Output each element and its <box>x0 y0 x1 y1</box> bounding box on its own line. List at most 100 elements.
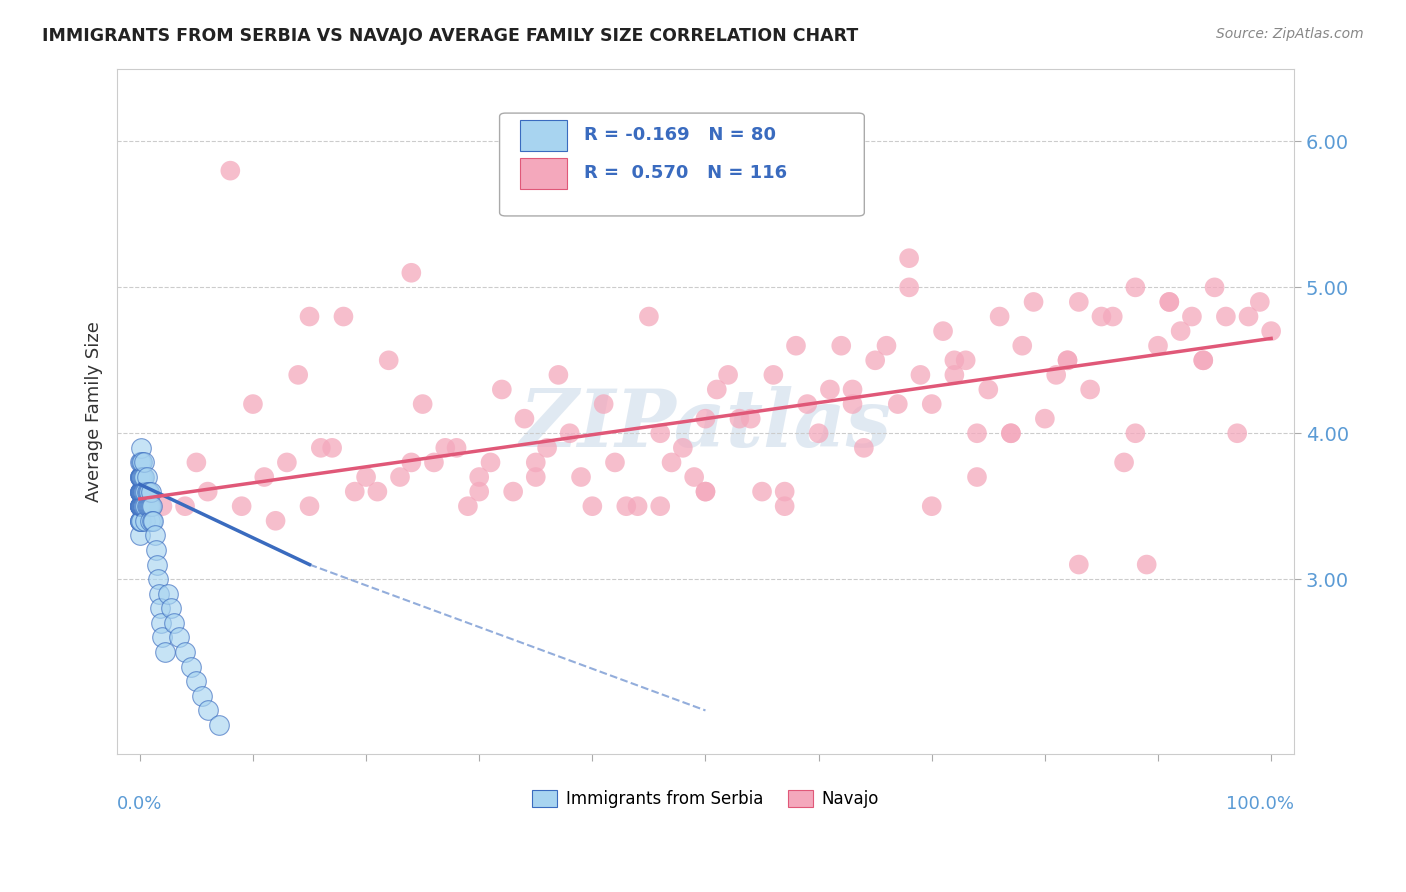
Point <box>298 499 321 513</box>
Point <box>298 310 321 324</box>
Point <box>1125 280 1147 294</box>
Point <box>1090 310 1112 324</box>
Point <box>242 397 264 411</box>
Point <box>141 514 163 528</box>
Point <box>276 455 298 469</box>
Point <box>160 601 183 615</box>
Point <box>197 703 219 717</box>
Point <box>1011 339 1033 353</box>
Point <box>1033 411 1056 425</box>
Point <box>626 499 648 513</box>
Point <box>128 514 150 528</box>
Point <box>134 484 156 499</box>
Point <box>128 484 150 499</box>
Point <box>1112 455 1135 469</box>
Point <box>751 484 773 499</box>
Point <box>796 397 818 411</box>
Point <box>309 441 332 455</box>
Point <box>1056 353 1078 368</box>
Point <box>128 499 150 513</box>
Point <box>139 499 162 513</box>
Point <box>706 383 728 397</box>
Point <box>852 441 875 455</box>
Point <box>219 163 242 178</box>
Point <box>377 353 399 368</box>
Point <box>129 470 152 484</box>
Point <box>129 484 152 499</box>
Point <box>128 484 150 499</box>
Point <box>966 470 988 484</box>
Point <box>146 558 169 572</box>
Point <box>1022 295 1045 310</box>
Point <box>921 397 943 411</box>
Point <box>773 484 796 499</box>
Point <box>1067 295 1090 310</box>
Point <box>174 499 197 513</box>
Bar <box>520 120 567 151</box>
Point <box>638 310 661 324</box>
Point <box>134 455 156 469</box>
Point <box>191 689 214 703</box>
Point <box>1215 310 1237 324</box>
Point <box>129 499 152 513</box>
Point <box>1192 353 1215 368</box>
Y-axis label: Average Family Size: Average Family Size <box>86 321 103 502</box>
Point <box>128 528 150 542</box>
Point <box>1159 295 1181 310</box>
Point <box>186 674 208 689</box>
Point <box>614 499 637 513</box>
Point <box>129 484 152 499</box>
Point <box>1136 558 1159 572</box>
Point <box>135 499 157 513</box>
Point <box>128 499 150 513</box>
Point <box>136 499 159 513</box>
Point <box>135 484 157 499</box>
Point <box>134 484 156 499</box>
Point <box>1159 295 1181 310</box>
Point <box>134 499 156 513</box>
Point <box>128 470 150 484</box>
Point <box>153 645 176 659</box>
Point <box>1260 324 1282 338</box>
Point <box>423 455 446 469</box>
Point <box>468 470 491 484</box>
Point <box>128 514 150 528</box>
Point <box>955 353 977 368</box>
Point <box>943 353 966 368</box>
Point <box>132 499 155 513</box>
Point <box>332 310 354 324</box>
Point <box>479 455 502 469</box>
Point <box>569 470 592 484</box>
Point <box>389 470 412 484</box>
Point <box>592 397 614 411</box>
Point <box>1101 310 1123 324</box>
Text: 0.0%: 0.0% <box>117 796 163 814</box>
Point <box>132 470 155 484</box>
Point <box>740 411 762 425</box>
Point <box>661 455 683 469</box>
Point <box>966 426 988 441</box>
Point <box>898 280 921 294</box>
Point <box>142 514 165 528</box>
Point <box>264 514 287 528</box>
Point <box>354 470 377 484</box>
Point <box>695 484 717 499</box>
Point <box>1147 339 1170 353</box>
Point <box>401 455 423 469</box>
Point <box>157 587 180 601</box>
Point <box>129 514 152 528</box>
Text: 100.0%: 100.0% <box>1226 796 1294 814</box>
Point <box>128 470 150 484</box>
Point <box>138 499 160 513</box>
Point <box>1192 353 1215 368</box>
Point <box>152 631 174 645</box>
Point <box>1204 280 1226 294</box>
Point <box>129 441 152 455</box>
Point <box>762 368 785 382</box>
Point <box>287 368 309 382</box>
Point <box>1249 295 1271 310</box>
Point <box>129 470 152 484</box>
Point <box>863 353 886 368</box>
Point <box>1056 353 1078 368</box>
Point <box>141 499 163 513</box>
